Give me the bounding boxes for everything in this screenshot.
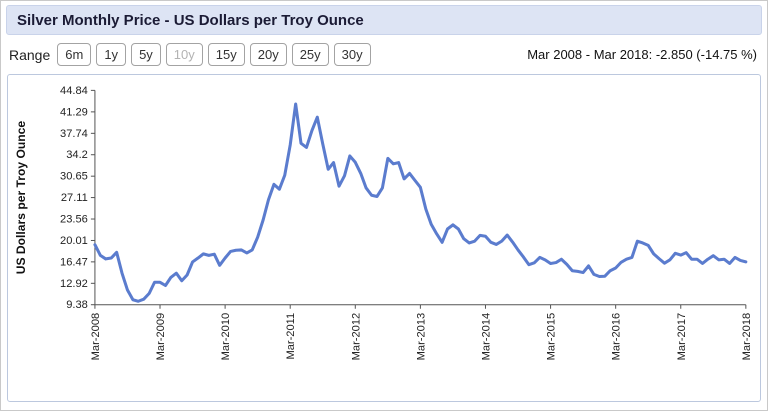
range-button-20y[interactable]: 20y (249, 43, 287, 66)
x-axis-tick-label: Mar-2012 (350, 313, 362, 361)
x-axis-tick-label: Mar-2009 (155, 313, 167, 361)
range-label: Range (9, 46, 51, 63)
y-axis-tick-label: 27.11 (61, 192, 88, 204)
y-axis-tick-label: 9.38 (66, 299, 88, 311)
x-axis-tick-label: Mar-2018 (741, 313, 753, 361)
x-axis-tick-label: Mar-2008 (90, 313, 102, 361)
price-chart: 9.38 12.92 16.47 20.01 23.56 27.11 30.65 34.2 37… (14, 85, 753, 361)
chart-header: Silver Monthly Price - US Dollars per Tr… (6, 5, 762, 35)
x-axis-tick-label: Mar-2017 (676, 313, 688, 361)
y-axis-tick-label: 12.92 (60, 278, 88, 290)
period-summary: Mar 2008 - Mar 2018: -2.850 (-14.75 %) (527, 47, 757, 62)
range-button-5y[interactable]: 5y (131, 43, 161, 66)
range-button-6m[interactable]: 6m (57, 43, 92, 66)
y-axis-tick-label: 41.29 (60, 106, 88, 118)
y-axis-tick-label: 44.84 (60, 85, 88, 97)
x-axis-tick-label: Mar-2011 (285, 313, 297, 360)
range-button-10y[interactable]: 10y (165, 43, 203, 66)
y-axis-tick-label: 16.47 (60, 256, 88, 268)
y-axis-tick-label: 34.2 (66, 149, 88, 161)
y-axis-title: US Dollars per Troy Ounce (14, 121, 28, 275)
x-axis-tick-label: Mar-2013 (415, 313, 427, 361)
x-axis-tick-label: Mar-2015 (546, 313, 558, 361)
x-axis-tick-label: Mar-2016 (611, 313, 623, 361)
range-button-15y[interactable]: 15y (207, 43, 245, 66)
axis-lines (94, 90, 746, 306)
page-title: Silver Monthly Price - US Dollars per Tr… (17, 11, 364, 29)
chart-panel: 9.38 12.92 16.47 20.01 23.56 27.11 30.65 34.2 37… (7, 74, 761, 402)
y-axis-tick-label: 37.74 (60, 128, 88, 140)
x-axis-tick-label: Mar-2010 (220, 313, 232, 361)
y-axis-tick-label: 30.65 (60, 171, 88, 183)
range-button-25y[interactable]: 25y (291, 43, 329, 66)
range-toolbar: Range 6m 1y 5y 10y 15y 20y 25y 30y Mar 2… (1, 35, 767, 74)
x-axis-tick-label: Mar-2014 (481, 313, 493, 361)
range-button-1y[interactable]: 1y (96, 43, 127, 66)
y-axis-tick-label: 23.56 (60, 214, 88, 226)
y-axis-tick-label: 20.01 (60, 235, 88, 247)
range-button-30y[interactable]: 30y (333, 43, 371, 66)
price-line (93, 102, 748, 303)
